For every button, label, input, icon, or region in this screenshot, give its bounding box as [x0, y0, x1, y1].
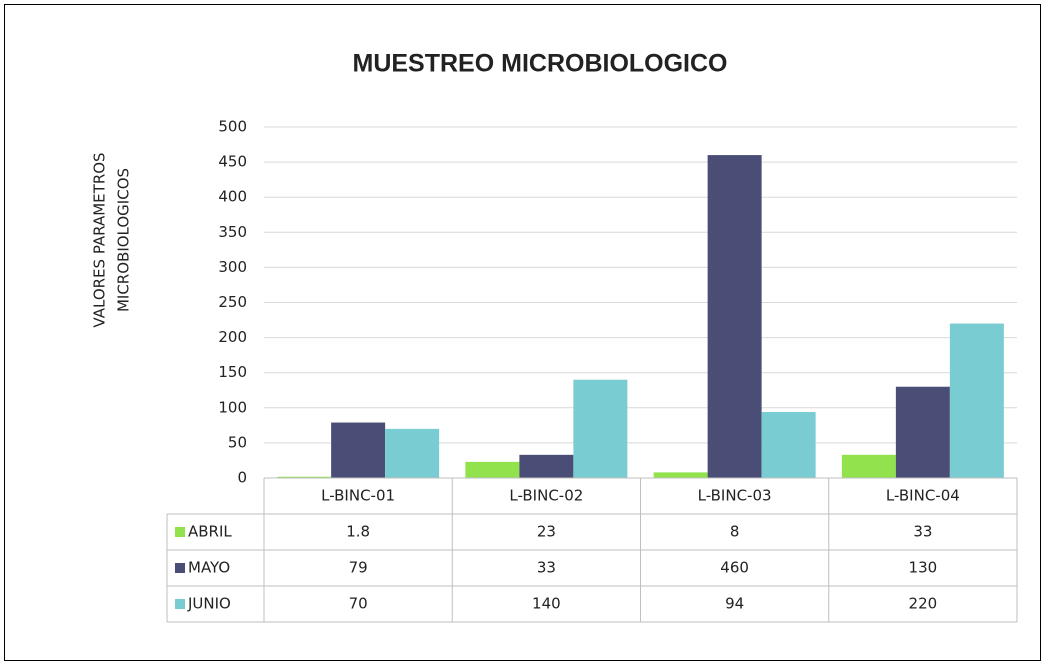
table-cell: 220: [909, 595, 938, 613]
x-tick-label: L-BINC-04: [886, 487, 960, 505]
bar: [707, 155, 762, 478]
legend-swatch: [175, 527, 185, 537]
legend-swatch: [175, 599, 185, 609]
chart-border: [4, 4, 1041, 661]
bar: [385, 428, 440, 478]
bar: [841, 454, 896, 478]
bar: [761, 412, 816, 478]
y-tick-label: 200: [218, 328, 247, 346]
bar: [573, 379, 628, 478]
legend-label: JUNIO: [187, 595, 231, 613]
y-axis-label-line: VALORES PARAMETROS: [91, 152, 109, 327]
y-tick-label: 350: [218, 223, 247, 241]
y-axis-label: VALORES PARAMETROS MICROBIOLOGICOS: [91, 152, 133, 327]
y-tick-label: 0: [237, 469, 247, 487]
y-tick-label: 450: [218, 153, 247, 171]
y-tick-label: 500: [218, 118, 247, 136]
legend-label: ABRIL: [188, 523, 232, 541]
y-tick-label: 100: [218, 398, 247, 416]
table-cell: 94: [725, 595, 744, 613]
table-cell: 1.8: [346, 523, 370, 541]
bar: [331, 422, 386, 478]
bar: [519, 454, 574, 478]
table-cell: 130: [909, 559, 938, 577]
y-tick-label: 300: [218, 258, 247, 276]
table-cell: 23: [537, 523, 556, 541]
x-tick-label: L-BINC-02: [509, 487, 583, 505]
x-tick-label: L-BINC-01: [321, 487, 395, 505]
table-cell: 460: [720, 559, 749, 577]
y-tick-label: 250: [218, 293, 247, 311]
table-cell: 33: [913, 523, 932, 541]
y-tick-label: 50: [228, 433, 247, 451]
legend-label: MAYO: [188, 559, 230, 577]
legend-swatch: [175, 563, 185, 573]
y-tick-label: 150: [218, 363, 247, 381]
table-cell: 33: [537, 559, 556, 577]
x-tick-label: L-BINC-03: [698, 487, 772, 505]
bar: [465, 461, 520, 478]
bar: [895, 386, 950, 478]
table-cell: 140: [532, 595, 561, 613]
y-axis-label-line: MICROBIOLOGICOS: [115, 168, 133, 312]
table-cell: 70: [349, 595, 368, 613]
table-cell: 79: [349, 559, 368, 577]
chart-title: MUESTREO MICROBIOLOGICO: [353, 50, 728, 78]
table-cell: 8: [730, 523, 740, 541]
bar: [277, 476, 332, 478]
y-tick-label: 400: [218, 188, 247, 206]
bar: [949, 323, 1004, 478]
bar: [653, 472, 708, 478]
